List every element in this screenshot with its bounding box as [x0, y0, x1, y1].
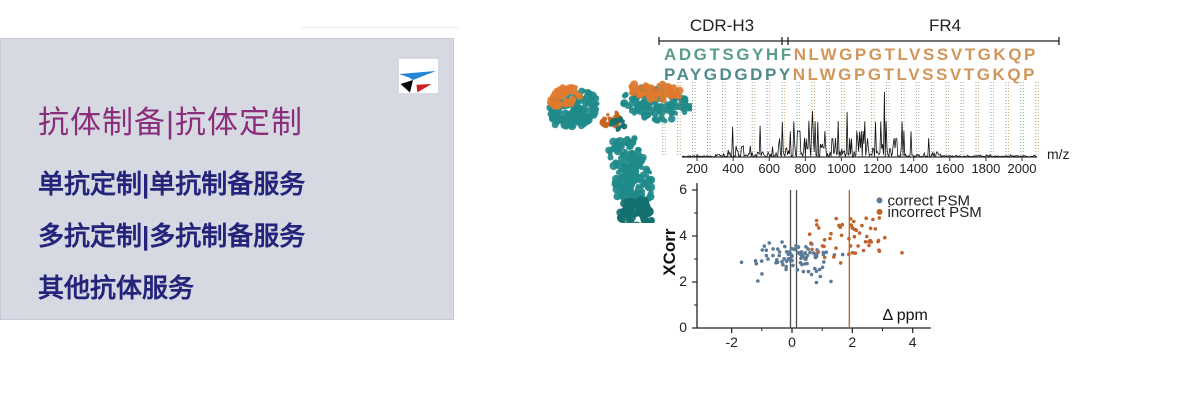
svg-text:2000: 2000: [1008, 161, 1037, 176]
svg-text:1400: 1400: [899, 161, 928, 176]
svg-text:m/z: m/z: [1047, 146, 1070, 162]
svg-text:800: 800: [794, 161, 816, 176]
svg-text:200: 200: [686, 161, 708, 176]
svg-text:600: 600: [758, 161, 780, 176]
svg-text:1000: 1000: [827, 161, 856, 176]
svg-text:400: 400: [722, 161, 744, 176]
svg-text:1800: 1800: [971, 161, 1000, 176]
svg-text:1600: 1600: [935, 161, 964, 176]
svg-text:1200: 1200: [863, 161, 892, 176]
